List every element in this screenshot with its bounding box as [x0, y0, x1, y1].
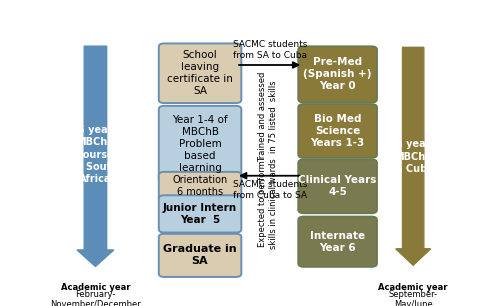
FancyBboxPatch shape — [298, 47, 377, 103]
Text: Clinical Years
4-5: Clinical Years 4-5 — [298, 175, 377, 197]
FancyBboxPatch shape — [159, 195, 242, 233]
Text: Year 1-4 of
MBChB
Problem
based
learning: Year 1-4 of MBChB Problem based learning — [172, 115, 228, 173]
FancyBboxPatch shape — [159, 234, 242, 277]
FancyBboxPatch shape — [298, 104, 377, 158]
Text: Orientation
6 months: Orientation 6 months — [172, 175, 228, 197]
Text: School
leaving
certificate in
SA: School leaving certificate in SA — [167, 50, 233, 96]
FancyBboxPatch shape — [159, 106, 242, 182]
FancyBboxPatch shape — [298, 159, 377, 213]
Text: Junior Intern
Year  5: Junior Intern Year 5 — [163, 203, 237, 225]
Text: Academic year: Academic year — [60, 283, 130, 292]
Text: September-
May/June: September- May/June — [388, 289, 438, 306]
Text: 5 year
MBChB
course
in South
Africa: 5 year MBChB course in South Africa — [72, 125, 118, 184]
Text: Expected to perform
skills in clinical wards: Expected to perform skills in clinical w… — [258, 159, 278, 249]
Text: Pre-Med
(Spanish +)
Year 0: Pre-Med (Spanish +) Year 0 — [304, 58, 372, 91]
Text: Trained and assessed
in 75 listed  skills: Trained and assessed in 75 listed skills — [258, 72, 278, 162]
Text: Internate
Year 6: Internate Year 6 — [310, 231, 365, 253]
Text: Graduate in
SA: Graduate in SA — [163, 244, 237, 267]
FancyArrow shape — [77, 46, 114, 267]
Text: Bio Med
Science
Years 1-3: Bio Med Science Years 1-3 — [310, 114, 365, 148]
FancyBboxPatch shape — [298, 217, 377, 267]
Text: 5 year
MBChB
in Cuba: 5 year MBChB in Cuba — [392, 140, 434, 174]
Text: SACMC students
from SA to Cuba: SACMC students from SA to Cuba — [232, 40, 307, 60]
FancyArrow shape — [396, 47, 430, 265]
FancyBboxPatch shape — [159, 43, 242, 103]
Text: February-
November/December: February- November/December — [50, 289, 141, 306]
FancyBboxPatch shape — [159, 172, 242, 201]
Text: Academic year: Academic year — [378, 283, 448, 292]
Text: SACMC students
from Cuba to SA: SACMC students from Cuba to SA — [232, 180, 307, 200]
